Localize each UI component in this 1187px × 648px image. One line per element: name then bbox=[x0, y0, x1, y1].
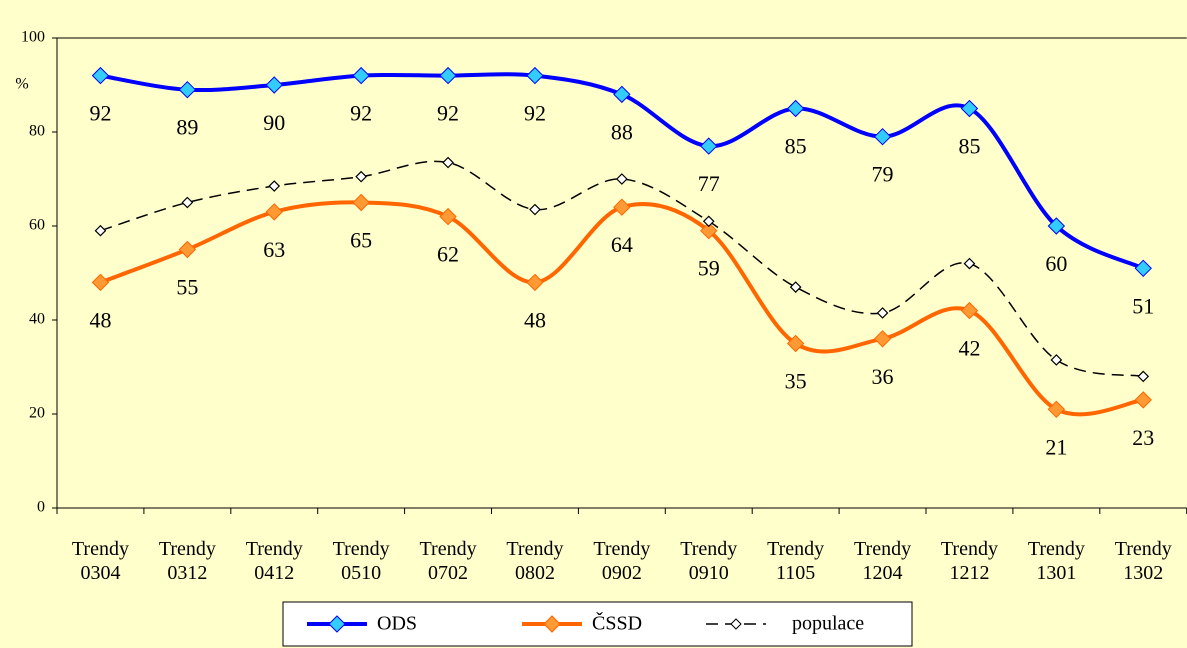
marker bbox=[352, 193, 370, 212]
marker bbox=[700, 221, 718, 240]
x-tick-label: Trendy 0304 bbox=[71, 538, 129, 584]
data-label: 59 bbox=[698, 256, 720, 281]
data-label: 63 bbox=[263, 237, 285, 262]
x-tick-label: Trendy 0312 bbox=[158, 538, 216, 584]
marker bbox=[786, 334, 805, 353]
legend-marker bbox=[730, 618, 742, 630]
marker bbox=[265, 203, 283, 221]
marker bbox=[529, 203, 541, 216]
data-label: 42 bbox=[958, 336, 980, 361]
x-tick-label: Trendy 0412 bbox=[245, 538, 303, 584]
marker bbox=[873, 330, 892, 348]
legend-marker bbox=[543, 615, 561, 633]
legend-marker bbox=[328, 615, 346, 633]
data-label: 90 bbox=[263, 110, 285, 135]
y-tick-label: 40 bbox=[29, 311, 45, 328]
x-tick-label: Trendy 0902 bbox=[593, 538, 651, 584]
marker bbox=[91, 66, 110, 85]
y-axis-label: % bbox=[15, 76, 28, 93]
x-tick-label: Trendy 1302 bbox=[1114, 538, 1172, 584]
marker bbox=[355, 170, 367, 183]
series-line bbox=[100, 160, 1144, 378]
data-label: 48 bbox=[524, 307, 546, 332]
marker bbox=[616, 173, 628, 185]
data-label: 36 bbox=[872, 364, 894, 389]
data-label: 64 bbox=[611, 232, 633, 257]
data-label: 23 bbox=[1132, 425, 1154, 450]
marker bbox=[1137, 370, 1150, 383]
y-tick-label: 80 bbox=[29, 123, 45, 140]
x-tick-label: Trendy 1301 bbox=[1027, 538, 1085, 584]
data-label: 92 bbox=[524, 101, 546, 126]
marker bbox=[1047, 217, 1066, 235]
marker bbox=[1134, 391, 1152, 409]
marker bbox=[873, 127, 892, 146]
y-tick-label: 60 bbox=[29, 217, 45, 234]
x-tick-label: Trendy 1212 bbox=[940, 538, 998, 584]
legend-label: populace bbox=[792, 613, 864, 635]
x-tick-label: Trendy 0802 bbox=[506, 538, 564, 584]
y-tick-label: 100 bbox=[21, 29, 45, 46]
marker bbox=[960, 301, 979, 320]
data-label: 85 bbox=[958, 134, 980, 159]
marker bbox=[178, 240, 197, 259]
marker bbox=[268, 180, 281, 192]
marker bbox=[613, 85, 631, 104]
legend-label: ČSSD bbox=[592, 611, 642, 635]
marker bbox=[526, 273, 544, 292]
data-label: 35 bbox=[785, 369, 807, 394]
data-label: 77 bbox=[698, 171, 720, 196]
marker bbox=[789, 281, 802, 293]
data-label: 62 bbox=[437, 242, 459, 267]
legend-label: ODS bbox=[377, 613, 417, 635]
data-label: 92 bbox=[350, 101, 372, 126]
data-label: 79 bbox=[872, 162, 894, 187]
marker bbox=[526, 66, 544, 85]
x-tick-label: Trendy 0910 bbox=[680, 538, 738, 584]
marker bbox=[265, 76, 283, 94]
data-label: 88 bbox=[611, 119, 633, 144]
x-tick-label: Trendy 0702 bbox=[419, 538, 477, 584]
marker bbox=[181, 196, 194, 209]
marker bbox=[786, 99, 805, 118]
marker bbox=[702, 215, 715, 228]
y-tick-label: 20 bbox=[29, 405, 45, 422]
data-label: 92 bbox=[89, 101, 111, 126]
data-label: 51 bbox=[1132, 293, 1154, 318]
marker bbox=[960, 99, 979, 118]
marker bbox=[94, 224, 107, 237]
marker bbox=[442, 156, 454, 169]
marker bbox=[439, 207, 457, 226]
x-tick-label: Trendy 1204 bbox=[854, 538, 912, 584]
marker bbox=[1050, 354, 1063, 366]
marker bbox=[1134, 259, 1152, 278]
x-tick-label: Trendy 0510 bbox=[332, 538, 390, 584]
data-label: 89 bbox=[176, 115, 198, 140]
data-label: 48 bbox=[89, 307, 111, 332]
data-label: 60 bbox=[1045, 251, 1067, 276]
marker bbox=[700, 137, 718, 155]
data-label: 92 bbox=[437, 101, 459, 126]
x-tick-label: Trendy 1105 bbox=[767, 538, 825, 584]
marker bbox=[91, 273, 110, 292]
data-label: 55 bbox=[176, 275, 198, 300]
marker bbox=[178, 80, 197, 99]
data-label: 65 bbox=[350, 228, 372, 253]
marker bbox=[439, 66, 457, 85]
legend-box bbox=[282, 601, 913, 647]
marker bbox=[963, 257, 976, 270]
y-tick-label: 0 bbox=[37, 499, 45, 516]
data-label: 21 bbox=[1045, 434, 1067, 459]
marker bbox=[1047, 400, 1066, 419]
marker bbox=[613, 198, 631, 216]
marker bbox=[876, 307, 889, 319]
data-label: 85 bbox=[785, 134, 807, 159]
marker bbox=[352, 66, 370, 85]
